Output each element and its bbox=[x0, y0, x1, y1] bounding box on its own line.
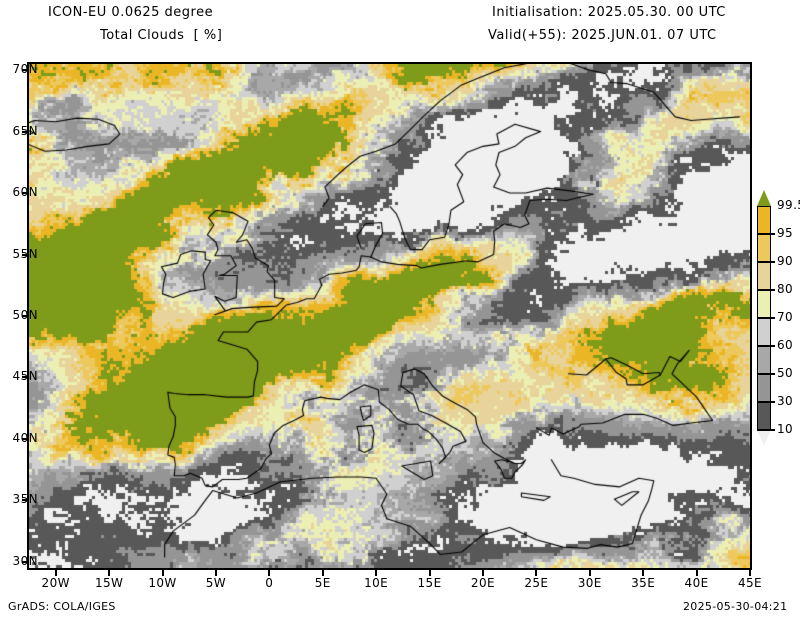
colorbar-segment bbox=[757, 262, 771, 290]
colorbar-tick bbox=[757, 261, 775, 263]
colorbar-tick bbox=[757, 317, 775, 319]
colorbar-segment bbox=[757, 290, 771, 318]
x-axis-tick bbox=[642, 570, 645, 576]
x-axis-tick-label: 40E bbox=[684, 576, 709, 590]
colorbar-tick-label: 95 bbox=[777, 226, 794, 240]
y-axis-tick-label: 45N bbox=[0, 369, 38, 383]
y-axis-tick-label: 70N bbox=[0, 62, 38, 76]
colorbar-tick-label: 90 bbox=[777, 254, 794, 268]
map-plot-area bbox=[27, 62, 752, 570]
cloud-cover-heatmap bbox=[29, 64, 750, 568]
field-title: Total Clouds [ %] bbox=[100, 28, 223, 43]
colorbar-segment bbox=[757, 234, 771, 262]
y-axis-tick bbox=[22, 437, 28, 440]
x-axis-tick-label: 10W bbox=[148, 576, 177, 590]
grads-credit: GrADS: COLA/IGES bbox=[8, 600, 116, 613]
y-axis-tick bbox=[22, 315, 28, 317]
y-axis-tick-label: 40N bbox=[0, 431, 38, 445]
x-axis-tick bbox=[214, 570, 217, 576]
colorbar-segment bbox=[757, 374, 771, 402]
colorbar-tick bbox=[757, 429, 775, 431]
colorbar-tick bbox=[757, 233, 775, 235]
x-axis-tick bbox=[321, 570, 324, 576]
x-axis-tick bbox=[428, 570, 431, 576]
initialisation-label: Initialisation: 2025.05.30. 00 UTC bbox=[492, 5, 726, 20]
y-axis-tick-label: 50N bbox=[0, 308, 38, 322]
x-axis-tick bbox=[695, 570, 698, 576]
x-axis-tick-label: 20W bbox=[41, 576, 70, 590]
model-title: ICON-EU 0.0625 degree bbox=[48, 5, 214, 20]
x-axis-tick-label: 45E bbox=[737, 576, 763, 590]
x-axis-tick bbox=[535, 570, 538, 576]
colorbar-tick-label: 80 bbox=[777, 282, 794, 296]
colorbar-segment bbox=[757, 346, 771, 374]
y-axis-tick-label: 35N bbox=[0, 492, 38, 506]
render-timestamp: 2025-05-30-04:21 bbox=[683, 600, 788, 613]
colorbar-tick-label: 10 bbox=[777, 422, 794, 436]
colorbar-legend: 99.5 95 90 80 70 60 50 30 10 bbox=[757, 190, 800, 460]
x-axis-tick bbox=[481, 570, 484, 576]
y-axis-tick-label: 65N bbox=[0, 124, 38, 138]
colorbar-tick bbox=[757, 345, 775, 347]
valid-time-label: Valid(+55): 2025.JUN.01. 07 UTC bbox=[488, 28, 717, 43]
x-axis-tick bbox=[749, 570, 751, 576]
y-axis-tick-label: 55N bbox=[0, 247, 38, 261]
x-axis-tick-label: 0 bbox=[265, 576, 274, 590]
y-axis-tick-label: 30N bbox=[0, 554, 38, 568]
x-axis-tick-label: 30E bbox=[577, 576, 602, 590]
x-axis-tick bbox=[375, 570, 378, 576]
colorbar-tick-label: 30 bbox=[777, 394, 794, 408]
y-axis-tick bbox=[22, 192, 28, 195]
x-axis-tick-label: 15E bbox=[417, 576, 442, 590]
colorbar-extend-top bbox=[757, 190, 771, 206]
colorbar-segment bbox=[757, 402, 771, 430]
x-axis-tick bbox=[108, 570, 111, 576]
y-axis-tick bbox=[22, 376, 28, 379]
colorbar-tick bbox=[757, 401, 775, 403]
colorbar-tick bbox=[757, 289, 775, 291]
y-axis-tick bbox=[22, 130, 28, 133]
y-axis-tick-label: 60N bbox=[0, 185, 38, 199]
x-axis-tick-label: 10E bbox=[364, 576, 389, 590]
y-axis-tick bbox=[22, 69, 28, 72]
colorbar-segment bbox=[757, 318, 771, 346]
x-axis-tick-label: 25E bbox=[524, 576, 549, 590]
x-axis-tick-label: 15W bbox=[94, 576, 124, 590]
y-axis-tick bbox=[22, 499, 28, 502]
x-axis-tick bbox=[161, 570, 164, 576]
colorbar-tick-label: 60 bbox=[777, 338, 794, 352]
colorbar-extend-bottom bbox=[757, 430, 771, 446]
x-axis-tick-label: 20E bbox=[470, 576, 495, 590]
colorbar-tick-label: 99.5 bbox=[777, 198, 800, 212]
colorbar-tick-label: 50 bbox=[777, 366, 794, 380]
colorbar-tick-label: 70 bbox=[777, 310, 794, 324]
x-axis-tick-label: 5W bbox=[205, 576, 227, 590]
x-axis-tick-label: 35E bbox=[631, 576, 656, 590]
y-axis-tick bbox=[22, 560, 28, 563]
colorbar-segment bbox=[757, 206, 771, 234]
x-axis-tick bbox=[54, 570, 57, 576]
x-axis-tick bbox=[588, 570, 591, 576]
y-axis-tick bbox=[22, 253, 28, 256]
colorbar-tick bbox=[757, 373, 775, 375]
x-axis-tick-label: 5E bbox=[314, 576, 331, 590]
x-axis-tick bbox=[268, 570, 271, 576]
